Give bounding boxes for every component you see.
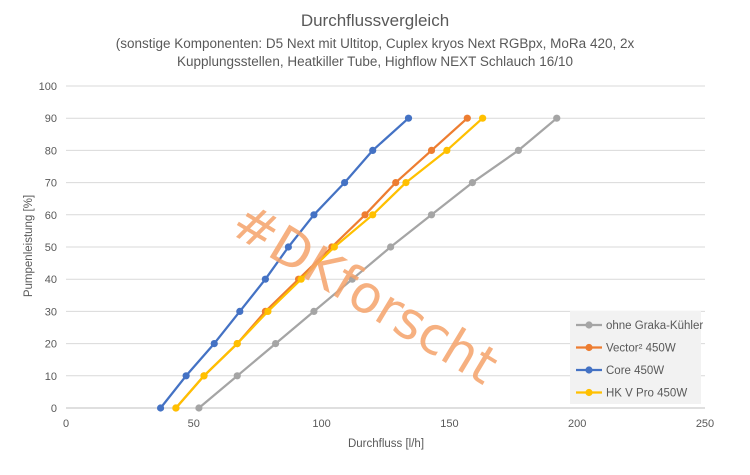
legend-label: ohne Graka-Kühler (606, 320, 703, 332)
data-point (172, 404, 180, 412)
data-point (361, 211, 369, 219)
y-tick-label: 30 (45, 306, 57, 318)
data-point (392, 179, 400, 187)
data-point (341, 179, 349, 187)
data-point (264, 307, 272, 315)
legend-swatch-marker (585, 366, 593, 374)
data-point (310, 307, 318, 315)
data-point (443, 146, 451, 154)
y-tick-label: 100 (39, 81, 57, 93)
chart-subtitle-line-1: (sonstige Komponenten: D5 Next mit Ultit… (116, 36, 635, 51)
data-point (387, 243, 395, 251)
data-point (236, 307, 244, 315)
data-point (468, 179, 477, 187)
series-1 (195, 114, 561, 412)
data-point (553, 114, 561, 122)
data-point (200, 372, 208, 380)
y-tick-label: 40 (45, 274, 57, 286)
y-tick-label: 0 (51, 403, 57, 415)
x-tick-label: 200 (568, 418, 586, 430)
data-point (463, 114, 471, 122)
x-tick-label: 50 (188, 418, 200, 430)
data-point (156, 404, 165, 412)
data-point (233, 340, 241, 348)
data-point (330, 243, 338, 251)
y-tick-label: 10 (45, 371, 57, 383)
data-point (182, 372, 190, 380)
legend-label: Vector² 450W (606, 343, 676, 355)
x-tick-label: 250 (696, 418, 714, 430)
data-point (369, 146, 377, 154)
y-tick-label: 80 (45, 145, 57, 157)
legend-swatch-marker (585, 388, 593, 397)
data-point (404, 114, 413, 122)
legend: ohne Graka-Kühler Vector² 450W Core 450W HK… (570, 311, 703, 404)
gridlines (66, 85, 705, 377)
data-point (310, 211, 318, 219)
data-point (402, 179, 410, 187)
chart-subtitle-line-2: Kupplungsstellen, Heatkiller Tube, Highf… (177, 54, 573, 69)
series-line (198, 117, 558, 409)
y-tick-label: 70 (45, 178, 57, 190)
x-tick-label: 0 (63, 418, 69, 430)
data-point (479, 114, 487, 122)
x-axis-title: Durchfluss [l/h] (348, 438, 424, 450)
legend-swatch-marker (585, 321, 593, 329)
series-3 (156, 114, 413, 412)
y-tick-label: 60 (45, 210, 57, 222)
data-point (427, 146, 436, 154)
data-point (427, 211, 436, 219)
axes: 0 10 20 30 40 50 60 70 80 90 100 0 50 100 150 200 250 (39, 81, 715, 430)
legend-label: Core 450W (606, 365, 664, 377)
data-point (210, 340, 218, 348)
y-tick-label: 20 (45, 339, 57, 351)
y-tick-label: 50 (45, 242, 57, 254)
data-point (297, 275, 305, 283)
series-group (156, 114, 561, 412)
data-point (271, 340, 280, 348)
data-point (233, 372, 241, 380)
series-line (159, 117, 410, 409)
y-axis-title: Pumpenleistung [%] (23, 195, 35, 297)
data-point (348, 275, 356, 283)
y-tick-label: 90 (45, 113, 57, 125)
legend-label: HK V Pro 450W (606, 388, 687, 400)
legend-swatch-marker (585, 343, 593, 352)
data-point (261, 275, 269, 283)
series-line (175, 117, 484, 409)
x-tick-label: 100 (312, 418, 330, 430)
data-point (514, 146, 523, 154)
chart-title: Durchflussvergleich (301, 11, 449, 30)
x-tick-label: 150 (440, 418, 458, 430)
data-point (369, 211, 377, 219)
series-4 (172, 114, 487, 412)
data-point (195, 404, 203, 412)
data-point (284, 243, 292, 251)
